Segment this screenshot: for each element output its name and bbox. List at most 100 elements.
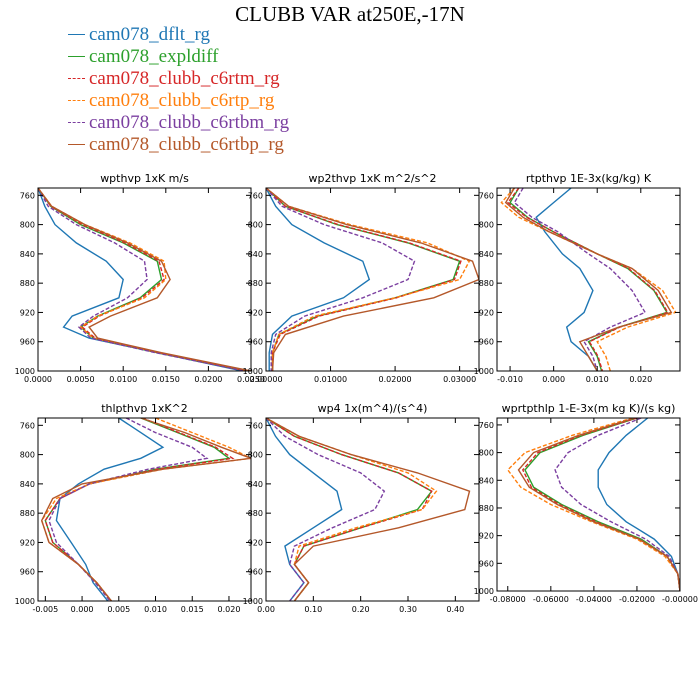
- series-line: [38, 188, 251, 371]
- legend-label: cam078_expldiff: [89, 46, 219, 67]
- y-tick-label: 840: [248, 480, 263, 489]
- legend-item: cam078_clubb_c6rtm_rg: [68, 68, 388, 90]
- legend-swatch: [68, 78, 85, 79]
- legend-label: cam078_clubb_c6rtm_rg: [89, 68, 280, 89]
- legend-item: cam078_clubb_c6rtbp_rg: [68, 134, 388, 156]
- y-tick-label: 840: [479, 476, 494, 485]
- x-tick-label: 0.015: [181, 605, 204, 614]
- legend: cam078_dflt_rg cam078_expldiff cam078_club…: [68, 24, 388, 156]
- panel-title: wprtpthlp 1-E-3x(m kg K)/(s kg): [502, 402, 676, 415]
- series-line: [266, 418, 386, 601]
- panel-title: wp2thvp 1xK m^2/s^2: [308, 172, 436, 185]
- y-tick-label: 760: [20, 421, 35, 430]
- x-tick-label: 0.0250: [237, 375, 265, 384]
- x-tick-label: 0.20: [352, 605, 370, 614]
- x-tick-label: 0.010: [586, 375, 609, 384]
- y-tick-label: 920: [479, 308, 494, 317]
- y-tick-label: 840: [20, 480, 35, 489]
- x-tick-label: 0.020: [218, 605, 241, 614]
- legend-item: cam078_clubb_c6rtbm_rg: [68, 112, 388, 134]
- y-tick-label: 880: [20, 509, 35, 518]
- series-line: [266, 418, 433, 601]
- series-line: [40, 418, 251, 601]
- series-line: [38, 188, 246, 371]
- x-tick-label: -0.08000: [490, 595, 526, 604]
- y-tick-label: 920: [248, 538, 263, 547]
- x-tick-label: -0.04000: [576, 595, 612, 604]
- plot-panel: rtpthvp 1E-3x(kg/kg) K 760 800 840 880 920 960…: [474, 172, 681, 384]
- series-line: [506, 188, 669, 371]
- x-tick-label: -0.06000: [533, 595, 569, 604]
- plot-frame: [496, 187, 681, 372]
- x-tick-label: 0.0100: [109, 375, 137, 384]
- y-tick-label: 880: [479, 504, 494, 513]
- series-line: [500, 188, 677, 371]
- plot-frame: [37, 187, 252, 372]
- legend-swatch: [68, 100, 85, 101]
- y-tick-label: 880: [479, 279, 494, 288]
- legend-swatch: [68, 34, 85, 35]
- series-line: [266, 418, 343, 601]
- x-tick-label: -0.00000: [662, 595, 698, 604]
- series-line: [506, 418, 680, 591]
- x-tick-label: 0.005: [107, 605, 130, 614]
- series-line: [521, 418, 680, 591]
- x-tick-label: 0.000: [71, 605, 94, 614]
- series-line: [266, 188, 471, 371]
- x-tick-label: 0.02000: [379, 375, 412, 384]
- y-tick-label: 760: [248, 191, 263, 200]
- legend-swatch: [68, 122, 85, 123]
- plot-frame: [496, 417, 681, 592]
- panel-title: rtpthvp 1E-3x(kg/kg) K: [526, 172, 652, 185]
- legend-item: cam078_clubb_c6rtp_rg: [68, 90, 388, 112]
- plot-frame: [265, 417, 480, 602]
- legend-swatch: [68, 144, 85, 145]
- y-tick-label: 960: [479, 338, 494, 347]
- y-tick-label: 800: [479, 221, 494, 230]
- x-tick-label: -0.005: [32, 605, 58, 614]
- y-tick-label: 960: [479, 559, 494, 568]
- y-tick-label: 960: [20, 338, 35, 347]
- legend-label: cam078_clubb_c6rtbp_rg: [89, 134, 284, 155]
- series-line: [266, 418, 471, 601]
- series-line: [266, 188, 371, 371]
- series-line: [48, 418, 209, 601]
- y-tick-label: 800: [20, 221, 35, 230]
- series-line: [504, 188, 673, 371]
- y-tick-label: 960: [248, 568, 263, 577]
- y-tick-label: 840: [248, 250, 263, 259]
- legend-item: cam078_dflt_rg: [68, 24, 388, 46]
- series-line: [38, 188, 248, 371]
- legend-label: cam078_dflt_rg: [89, 24, 211, 45]
- y-tick-label: 1000: [474, 587, 494, 596]
- series-line: [266, 418, 438, 601]
- legend-item: cam078_expldiff: [68, 46, 388, 68]
- x-tick-label: 0.020: [629, 375, 652, 384]
- y-tick-label: 760: [20, 191, 35, 200]
- series-line: [597, 418, 680, 591]
- page-title: CLUBB VAR at250E,-17N: [235, 2, 465, 26]
- x-tick-label: 0.00: [257, 605, 275, 614]
- series-line: [40, 418, 251, 601]
- y-tick-label: 1000: [474, 367, 494, 376]
- legend-swatch: [68, 56, 85, 57]
- panel-title: thlpthvp 1xK^2: [101, 402, 188, 415]
- x-tick-label: 0.0150: [152, 375, 180, 384]
- y-tick-label: 760: [479, 421, 494, 430]
- plot-panel: wp2thvp 1xK m^2/s^2 760 800 840 880 920 960 100…: [243, 172, 480, 384]
- series-line: [524, 418, 680, 591]
- x-tick-label: 0.000: [542, 375, 565, 384]
- series-line: [266, 188, 462, 371]
- y-tick-label: 760: [479, 191, 494, 200]
- y-tick-label: 960: [20, 568, 35, 577]
- x-tick-label: 0.10: [304, 605, 322, 614]
- x-tick-label: -0.010: [497, 375, 523, 384]
- plot-panel: wpthvp 1xK m/s76080084088092096010000.00…: [15, 172, 265, 384]
- series-line: [266, 188, 479, 371]
- y-tick-label: 840: [479, 250, 494, 259]
- series-line: [513, 188, 647, 371]
- series-line: [266, 188, 461, 371]
- y-tick-label: 800: [248, 451, 263, 460]
- plot-panel: wprtpthlp 1-E-3x(m kg K)/(s kg) 760 800 840…: [474, 402, 698, 604]
- x-tick-label: 0.0000: [24, 375, 52, 384]
